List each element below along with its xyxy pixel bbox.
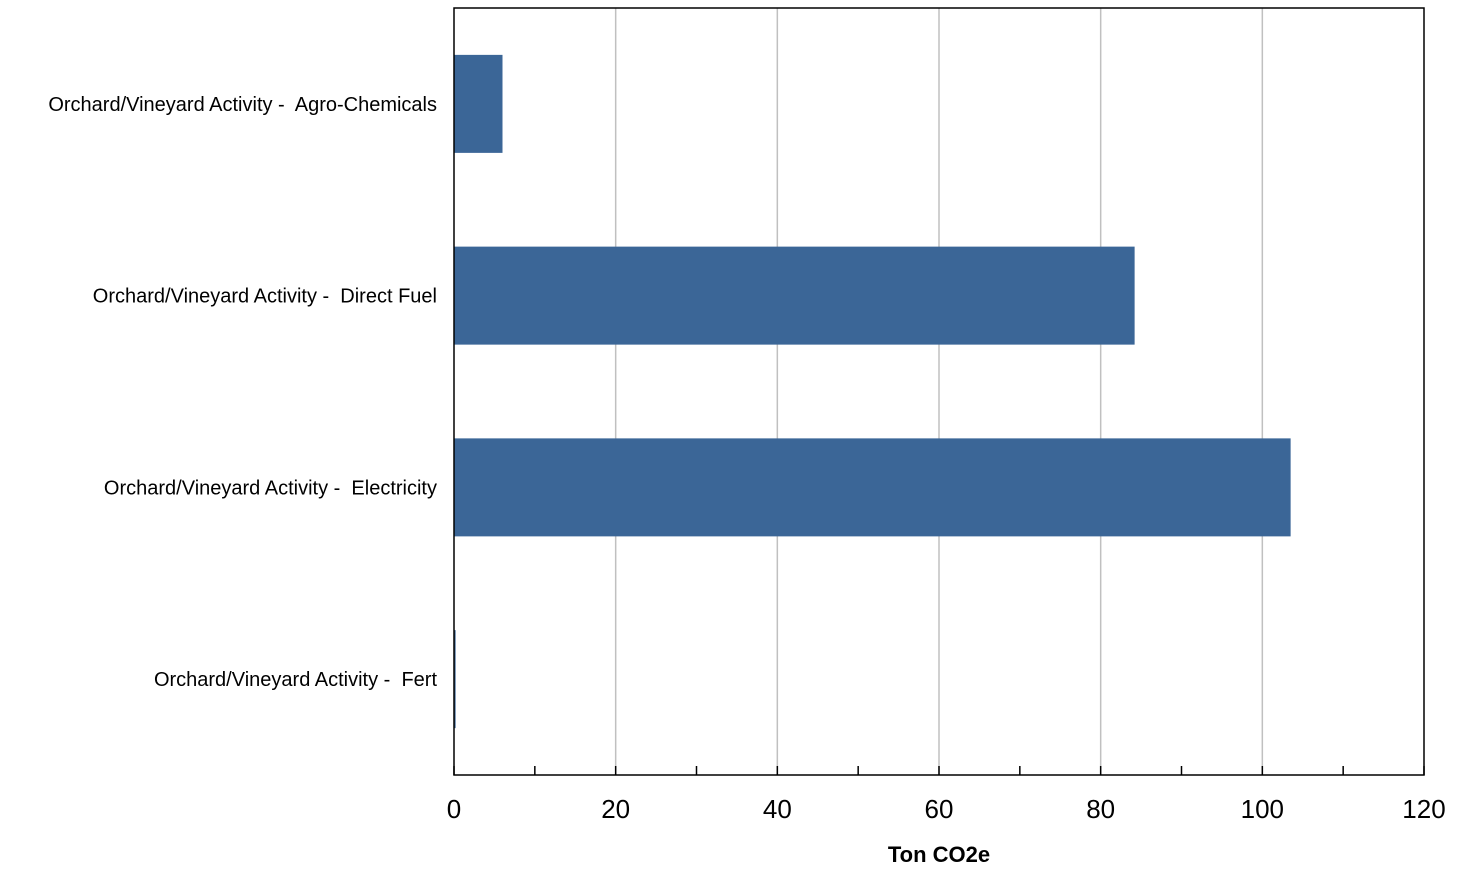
- bar: [454, 246, 1135, 345]
- category-label: Orchard/Vineyard Activity - Fert: [154, 669, 438, 691]
- x-tick-labels: 0 20 40 60 80 100 120: [447, 794, 1446, 824]
- category-label: Orchard/Vineyard Activity - Agro-Chemica…: [48, 94, 437, 116]
- x-tick-label: 100: [1241, 794, 1284, 824]
- x-tick-label: 20: [601, 794, 630, 824]
- bar: [454, 54, 503, 153]
- x-axis-ticks: [453, 766, 1425, 775]
- bars: [454, 54, 1291, 729]
- x-tick-label: 80: [1086, 794, 1115, 824]
- x-tick-label: 0: [447, 794, 461, 824]
- category-label: Orchard/Vineyard Activity - Direct Fuel: [93, 286, 437, 308]
- x-tick-label: 60: [925, 794, 954, 824]
- x-axis-title: Ton CO2e: [888, 842, 990, 867]
- bar: [454, 630, 456, 729]
- bar: [454, 438, 1291, 537]
- category-labels: Orchard/Vineyard Activity - Agro-Chemica…: [48, 94, 437, 691]
- x-tick-label: 40: [763, 794, 792, 824]
- grid-lines: [614, 8, 1264, 775]
- x-tick-label: 120: [1402, 794, 1445, 824]
- category-label: Orchard/Vineyard Activity - Electricity: [104, 477, 437, 499]
